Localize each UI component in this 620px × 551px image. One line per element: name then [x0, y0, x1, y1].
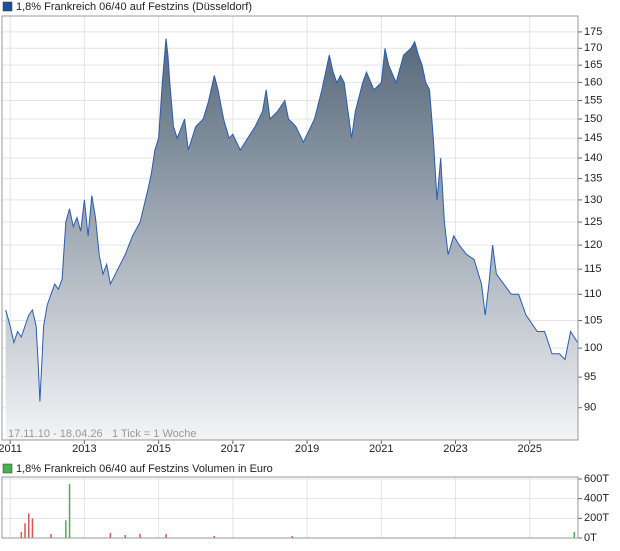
x-tick-label: 2011 — [0, 443, 22, 455]
y-tick-label: 100 — [584, 342, 602, 354]
y-tick-label: 125 — [584, 216, 602, 228]
volume-bar — [109, 533, 112, 538]
price-area — [5, 38, 578, 441]
x-tick-label: 2025 — [518, 443, 542, 455]
volume-bar — [50, 534, 52, 538]
volume-bar — [165, 534, 167, 538]
y-tick-label: 200T — [584, 512, 609, 524]
legend-swatch — [2, 1, 13, 12]
volume-bar — [31, 518, 34, 538]
legend-label: 1,8% Frankreich 06/40 auf Festzins Volum… — [16, 463, 273, 475]
plot-border — [1, 15, 579, 441]
x-tick-label: 2019 — [295, 443, 319, 455]
y-tick-label: 90 — [584, 402, 596, 414]
y-tick-label: 135 — [584, 172, 602, 184]
y-tick-label: 115 — [584, 263, 602, 275]
plot-border — [1, 476, 579, 539]
volume-bar — [124, 535, 126, 538]
volume-bar — [65, 520, 67, 538]
y-tick-label: 140 — [584, 152, 602, 164]
volume-bar — [139, 534, 141, 538]
volume-bar — [27, 513, 30, 538]
y-tick-label: 175 — [584, 26, 602, 38]
x-tick-label: 2017 — [221, 443, 245, 455]
y-tick-label: 95 — [584, 371, 596, 383]
x-tick-label: 2013 — [72, 443, 96, 455]
y-tick-label: 105 — [584, 314, 602, 326]
legend-label: 1,8% Frankreich 06/40 auf Festzins (Düss… — [16, 1, 252, 13]
y-tick-label: 145 — [584, 132, 602, 144]
volume-bar — [213, 536, 216, 538]
x-tick-label: 2021 — [369, 443, 393, 455]
y-tick-label: 170 — [584, 42, 602, 54]
x-tick-label: 2015 — [146, 443, 170, 455]
y-tick-label: 120 — [584, 239, 602, 251]
y-tick-label: 110 — [584, 288, 602, 300]
legend-swatch — [2, 463, 13, 474]
volume-bar — [24, 523, 26, 538]
x-tick-label: 2023 — [443, 443, 467, 455]
volume-bar — [20, 532, 23, 538]
price-line — [5, 38, 579, 402]
annotation: 17.11.10 - 18.04.26 — [8, 428, 103, 440]
y-tick-label: 165 — [584, 59, 602, 71]
annotation: 1 Tick = 1 Woche — [112, 428, 196, 440]
y-tick-label: 130 — [584, 194, 602, 206]
y-tick-label: 600T — [584, 473, 609, 485]
y-tick-label: 160 — [584, 76, 602, 88]
y-tick-label: 0T — [584, 532, 597, 544]
y-tick-label: 150 — [584, 113, 602, 125]
volume-bar — [573, 532, 576, 538]
volume-bar — [291, 536, 293, 538]
y-tick-label: 400T — [584, 493, 609, 505]
y-tick-label: 155 — [584, 94, 602, 106]
volume-bar — [68, 483, 71, 538]
